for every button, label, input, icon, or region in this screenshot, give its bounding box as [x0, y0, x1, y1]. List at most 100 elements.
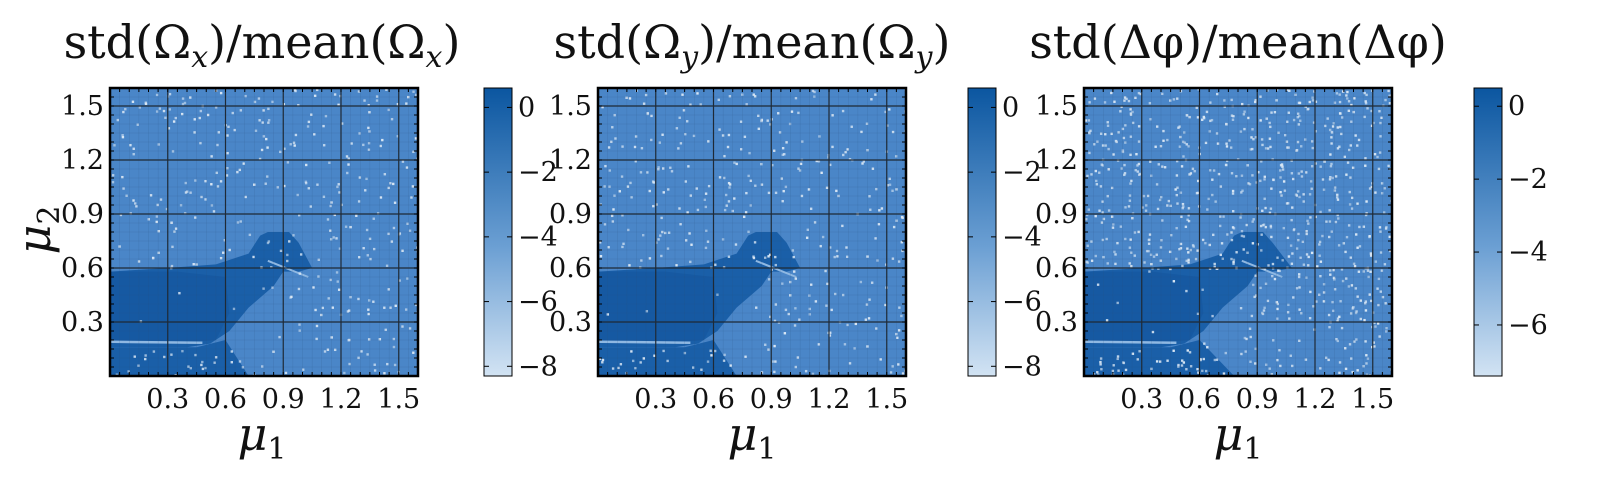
speckle [1299, 256, 1302, 259]
speckle [1370, 109, 1373, 113]
speckle [828, 334, 832, 337]
speckle [650, 138, 653, 142]
speckle [679, 142, 683, 145]
speckle [1185, 259, 1188, 263]
speckle [1254, 274, 1257, 277]
speckle [726, 145, 730, 149]
speckle [347, 309, 351, 312]
speckle [1090, 173, 1093, 176]
speckle [1308, 317, 1312, 320]
speckle [1348, 343, 1352, 346]
speckle [739, 148, 743, 151]
speckle [1161, 92, 1164, 96]
speckle [807, 188, 811, 191]
speckle [1129, 238, 1132, 241]
speckle [601, 361, 604, 364]
speckle [1159, 246, 1163, 249]
speckle [1308, 193, 1312, 196]
speckle [688, 232, 691, 235]
speckle [652, 204, 655, 208]
speckle [1225, 159, 1229, 163]
colorbar-gradient [483, 87, 513, 377]
speckle [279, 150, 282, 154]
speckle [158, 107, 162, 110]
speckle [898, 306, 901, 309]
speckle [837, 194, 840, 198]
speckle [733, 197, 736, 200]
speckle [1185, 368, 1188, 371]
speckle [1266, 147, 1270, 150]
speckle [1249, 148, 1252, 151]
speckle [1211, 314, 1214, 318]
speckle [1262, 309, 1266, 312]
panel-1-ylabel: μ2 [7, 206, 67, 255]
speckle [1349, 312, 1353, 315]
speckle [1260, 249, 1263, 252]
speckle [1338, 315, 1341, 319]
speckle [1206, 346, 1209, 349]
speckle [1247, 116, 1250, 120]
speckle [238, 360, 242, 363]
speckle [1123, 173, 1126, 177]
speckle [338, 247, 342, 250]
speckle [1100, 368, 1103, 371]
speckle [297, 213, 301, 217]
speckle [1331, 176, 1334, 180]
speckle [1276, 256, 1279, 259]
speckle [1350, 207, 1354, 210]
speckle [1353, 264, 1357, 268]
speckle [1169, 267, 1172, 271]
speckle [1107, 168, 1110, 171]
speckle [178, 291, 181, 295]
speckle [1194, 257, 1198, 261]
speckle [320, 313, 323, 317]
speckle [330, 201, 333, 204]
speckle [683, 351, 687, 355]
light-streak [755, 259, 797, 278]
speckle [1251, 174, 1254, 177]
speckle [629, 181, 632, 185]
speckle [1270, 111, 1273, 114]
speckle [1300, 175, 1304, 178]
speckle [375, 95, 379, 98]
speckle [835, 189, 838, 193]
speckle [347, 163, 350, 166]
speckle [1321, 178, 1325, 181]
colorbar-tick-label: 0 [1002, 92, 1019, 123]
panel-1-ticks: 0.3 0.6 0.9 1.2 1.5 0.3 0.6 0.9 1.2 1.5 [61, 91, 420, 415]
speckle [347, 338, 350, 342]
speckle [706, 360, 710, 363]
speckle [238, 168, 242, 172]
speckle [1100, 163, 1104, 166]
speckle [401, 325, 404, 328]
speckle [170, 221, 173, 225]
speckle [1206, 208, 1209, 211]
speckle [826, 282, 829, 286]
speckle [792, 255, 795, 259]
speckle [1276, 358, 1279, 362]
speckle [1298, 286, 1301, 289]
speckle [1368, 235, 1371, 239]
speckle [1245, 337, 1248, 341]
speckle [357, 200, 361, 203]
speckle [307, 187, 311, 190]
speckle [170, 353, 173, 356]
speckle [1114, 253, 1117, 256]
speckle [1280, 163, 1284, 166]
speckle [757, 127, 761, 131]
speckle [189, 96, 192, 99]
speckle [678, 207, 681, 210]
speckle [1296, 112, 1300, 115]
speckle [642, 102, 646, 105]
speckle [1124, 141, 1127, 144]
speckle [757, 114, 760, 118]
speckle [405, 166, 409, 169]
speckle [1352, 262, 1356, 266]
speckle [1314, 215, 1317, 219]
speckle [1370, 185, 1374, 189]
speckle [201, 360, 204, 364]
speckle [1312, 121, 1316, 124]
speckle [1276, 307, 1279, 311]
speckle [1362, 270, 1365, 273]
speckle [787, 312, 790, 316]
